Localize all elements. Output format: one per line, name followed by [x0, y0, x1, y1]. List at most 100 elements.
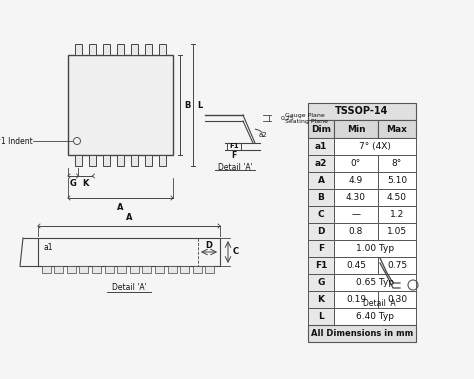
Bar	[145, 155, 152, 166]
Text: K: K	[318, 295, 325, 304]
Bar	[159, 155, 166, 166]
Text: 4.50: 4.50	[387, 193, 407, 202]
Bar	[334, 120, 378, 138]
Bar	[42, 266, 51, 273]
Bar	[227, 143, 241, 150]
Bar	[68, 55, 173, 155]
Bar	[89, 155, 96, 166]
Bar	[378, 206, 416, 223]
Bar	[308, 138, 334, 155]
Bar	[334, 155, 378, 172]
Bar	[334, 138, 416, 155]
Bar	[117, 266, 126, 273]
Bar	[334, 308, 416, 325]
Bar	[378, 223, 416, 240]
Bar	[75, 155, 82, 166]
Bar	[334, 172, 378, 189]
Text: B: B	[184, 100, 190, 110]
Bar	[308, 223, 334, 240]
Text: All Dimensions in mm: All Dimensions in mm	[311, 329, 413, 338]
Bar	[105, 266, 114, 273]
Bar	[308, 257, 334, 274]
Text: K: K	[82, 180, 89, 188]
Text: F1: F1	[315, 261, 327, 270]
Text: 1.05: 1.05	[387, 227, 407, 236]
Bar	[131, 44, 138, 55]
Bar	[308, 172, 334, 189]
Text: 1.00 Typ: 1.00 Typ	[356, 244, 394, 253]
Bar	[131, 155, 138, 166]
Text: Dim: Dim	[311, 124, 331, 133]
Bar	[89, 44, 96, 55]
Text: 0°: 0°	[351, 159, 361, 168]
Bar	[334, 291, 378, 308]
Text: —: —	[352, 210, 361, 219]
Bar	[334, 274, 416, 291]
Bar	[378, 172, 416, 189]
Bar	[308, 206, 334, 223]
Text: F1: F1	[229, 144, 239, 149]
Bar	[334, 257, 378, 274]
Text: A: A	[117, 202, 124, 211]
Text: B: B	[318, 193, 324, 202]
Bar	[155, 266, 164, 273]
Text: 1.2: 1.2	[390, 210, 404, 219]
Bar	[308, 291, 334, 308]
Bar	[308, 120, 334, 138]
Text: Seating Plane: Seating Plane	[285, 119, 328, 124]
Text: D: D	[206, 241, 212, 251]
Bar	[92, 266, 101, 273]
Text: 4.9: 4.9	[349, 176, 363, 185]
Bar	[378, 257, 416, 274]
Bar	[54, 266, 63, 273]
Text: L: L	[197, 100, 202, 110]
Bar	[103, 155, 110, 166]
Bar	[308, 155, 334, 172]
Text: 0.25: 0.25	[281, 116, 295, 121]
Bar	[308, 189, 334, 206]
Text: 0.75: 0.75	[387, 261, 407, 270]
Text: G: G	[70, 180, 77, 188]
Bar	[308, 325, 416, 342]
Text: L: L	[318, 312, 324, 321]
Text: Detail 'A': Detail 'A'	[218, 163, 252, 172]
Bar	[142, 266, 151, 273]
Text: TSSOP-14: TSSOP-14	[335, 106, 389, 116]
Text: 7° (4X): 7° (4X)	[359, 142, 391, 151]
Bar	[378, 291, 416, 308]
Text: 4.30: 4.30	[346, 193, 366, 202]
Bar	[334, 189, 378, 206]
Text: 0.45: 0.45	[346, 261, 366, 270]
Bar	[103, 44, 110, 55]
Bar	[205, 266, 214, 273]
Text: A: A	[318, 176, 325, 185]
Bar	[117, 44, 124, 55]
Bar	[180, 266, 189, 273]
Text: Max: Max	[387, 124, 408, 133]
Text: 0.30: 0.30	[387, 295, 407, 304]
Bar	[308, 274, 334, 291]
Bar	[145, 44, 152, 55]
Text: Detail 'A': Detail 'A'	[111, 283, 146, 293]
Text: Detail 'A': Detail 'A'	[363, 299, 397, 307]
Text: C: C	[318, 210, 324, 219]
Text: 6.40 Typ: 6.40 Typ	[356, 312, 394, 321]
Text: 0.65 Typ: 0.65 Typ	[356, 278, 394, 287]
Text: a1: a1	[315, 142, 327, 151]
Text: 0.19: 0.19	[346, 295, 366, 304]
Bar	[75, 44, 82, 55]
Text: 0.8: 0.8	[349, 227, 363, 236]
Bar	[308, 240, 334, 257]
Text: C: C	[233, 247, 239, 257]
Text: A: A	[126, 213, 132, 222]
Bar	[168, 266, 177, 273]
Text: G: G	[317, 278, 325, 287]
Bar	[159, 44, 166, 55]
Text: 5.10: 5.10	[387, 176, 407, 185]
Bar	[334, 206, 378, 223]
Text: Pin#1 Indent: Pin#1 Indent	[0, 136, 33, 146]
Bar	[67, 266, 76, 273]
Bar	[378, 189, 416, 206]
Text: Min: Min	[346, 124, 365, 133]
Text: a1: a1	[43, 243, 53, 252]
